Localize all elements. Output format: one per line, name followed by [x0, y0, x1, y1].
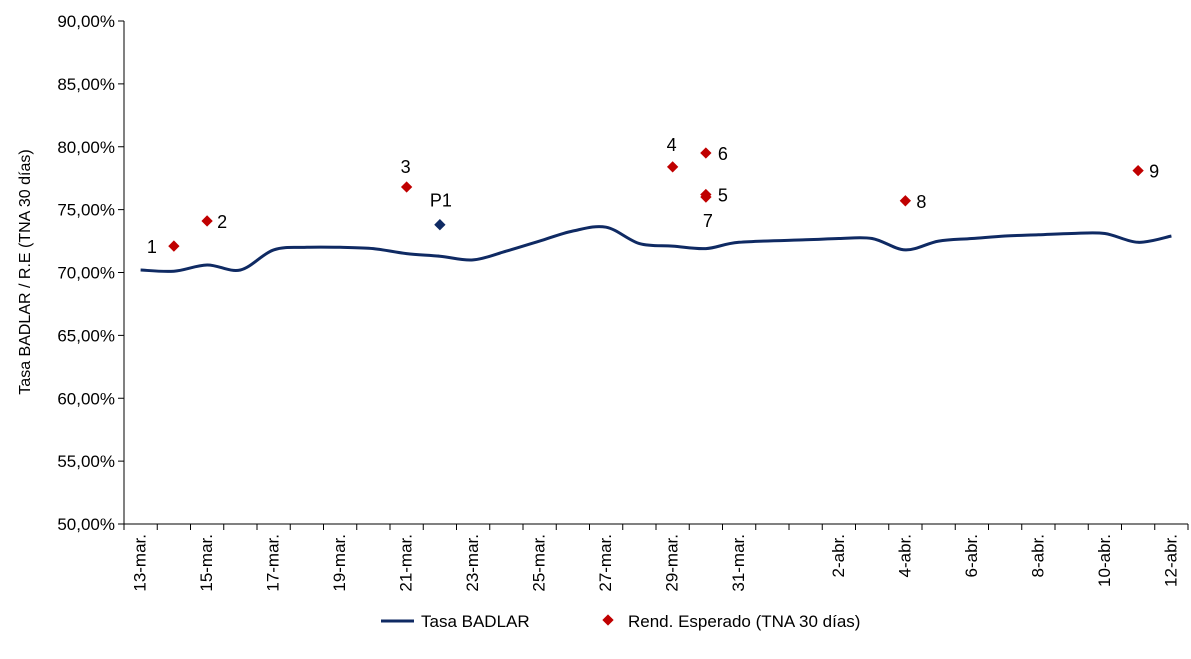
y-axis: 50,00% 55,00% 60,00% 65,00% 70,00% 75,00% 80,0… — [57, 12, 125, 534]
point-label: 6 — [718, 144, 728, 164]
legend-label-markers: Rend. Esperado (TNA 30 días) — [628, 612, 860, 631]
y-tick-label: 60,00% — [57, 389, 115, 408]
x-tick-label: 25-mar. — [530, 534, 549, 592]
x-tick-label: 29-mar. — [663, 534, 682, 592]
x-tick-label: 27-mar. — [596, 534, 615, 592]
y-tick-label: 90,00% — [57, 12, 115, 31]
point-label: 3 — [401, 157, 411, 177]
x-tick-label: 21-mar. — [397, 534, 416, 592]
legend-swatch-marker — [602, 614, 614, 626]
x-axis: 13-mar. 15-mar. 17-mar. 19-mar. 21-mar. 23-ma… — [123, 523, 1189, 592]
badlar-series — [140, 225, 1172, 273]
point-marker — [434, 219, 446, 231]
point-marker — [899, 195, 912, 207]
x-tick-label: 15-mar. — [197, 534, 216, 592]
x-tick-label: 6-abr. — [962, 534, 981, 577]
point-marker — [1132, 164, 1144, 177]
x-tick-label: 23-mar. — [463, 534, 482, 592]
y-tick-label: 80,00% — [57, 138, 115, 157]
y-axis-label: Tasa BADLAR / R.E (TNA 30 días) — [17, 149, 34, 394]
x-tick-label: 10-abr. — [1095, 534, 1114, 587]
point-label: P1 — [430, 191, 452, 211]
point-marker — [201, 215, 213, 227]
y-tick-label: 50,00% — [57, 515, 115, 534]
x-tick-label: 13-mar. — [131, 534, 150, 592]
point-label: 2 — [217, 212, 227, 232]
y-tick-label: 85,00% — [57, 75, 115, 94]
x-tick-label: 4-abr. — [895, 534, 914, 577]
x-tick-label: 12-abr. — [1161, 534, 1180, 587]
point-label: 1 — [147, 237, 157, 257]
legend: Tasa BADLAR Rend. Esperado (TNA 30 días) — [381, 612, 860, 631]
legend-label-line: Tasa BADLAR — [421, 612, 530, 631]
y-tick-label: 70,00% — [57, 264, 115, 283]
point-marker — [400, 181, 413, 193]
point-label: 4 — [667, 135, 677, 155]
x-tick-label: 2-abr. — [829, 534, 848, 577]
x-tick-label: 19-mar. — [330, 534, 349, 592]
x-tick-label: 8-abr. — [1028, 534, 1047, 577]
x-tick-label: 31-mar. — [729, 534, 748, 592]
x-tick-label: 17-mar. — [264, 534, 283, 592]
y-tick-label: 65,00% — [57, 326, 115, 345]
badlar-line — [140, 225, 1172, 273]
point-label: 9 — [1149, 162, 1159, 182]
point-label: 8 — [916, 192, 926, 212]
expected-return-series: 1 2 3 4 5 6 7 8 9 P1 — [147, 135, 1159, 257]
point-marker — [168, 240, 180, 252]
point-label: 7 — [703, 211, 713, 231]
point-marker — [700, 147, 712, 159]
point-label: 5 — [718, 186, 728, 206]
y-tick-label: 55,00% — [57, 452, 115, 471]
y-tick-label: 75,00% — [57, 201, 115, 220]
point-marker — [666, 161, 679, 173]
